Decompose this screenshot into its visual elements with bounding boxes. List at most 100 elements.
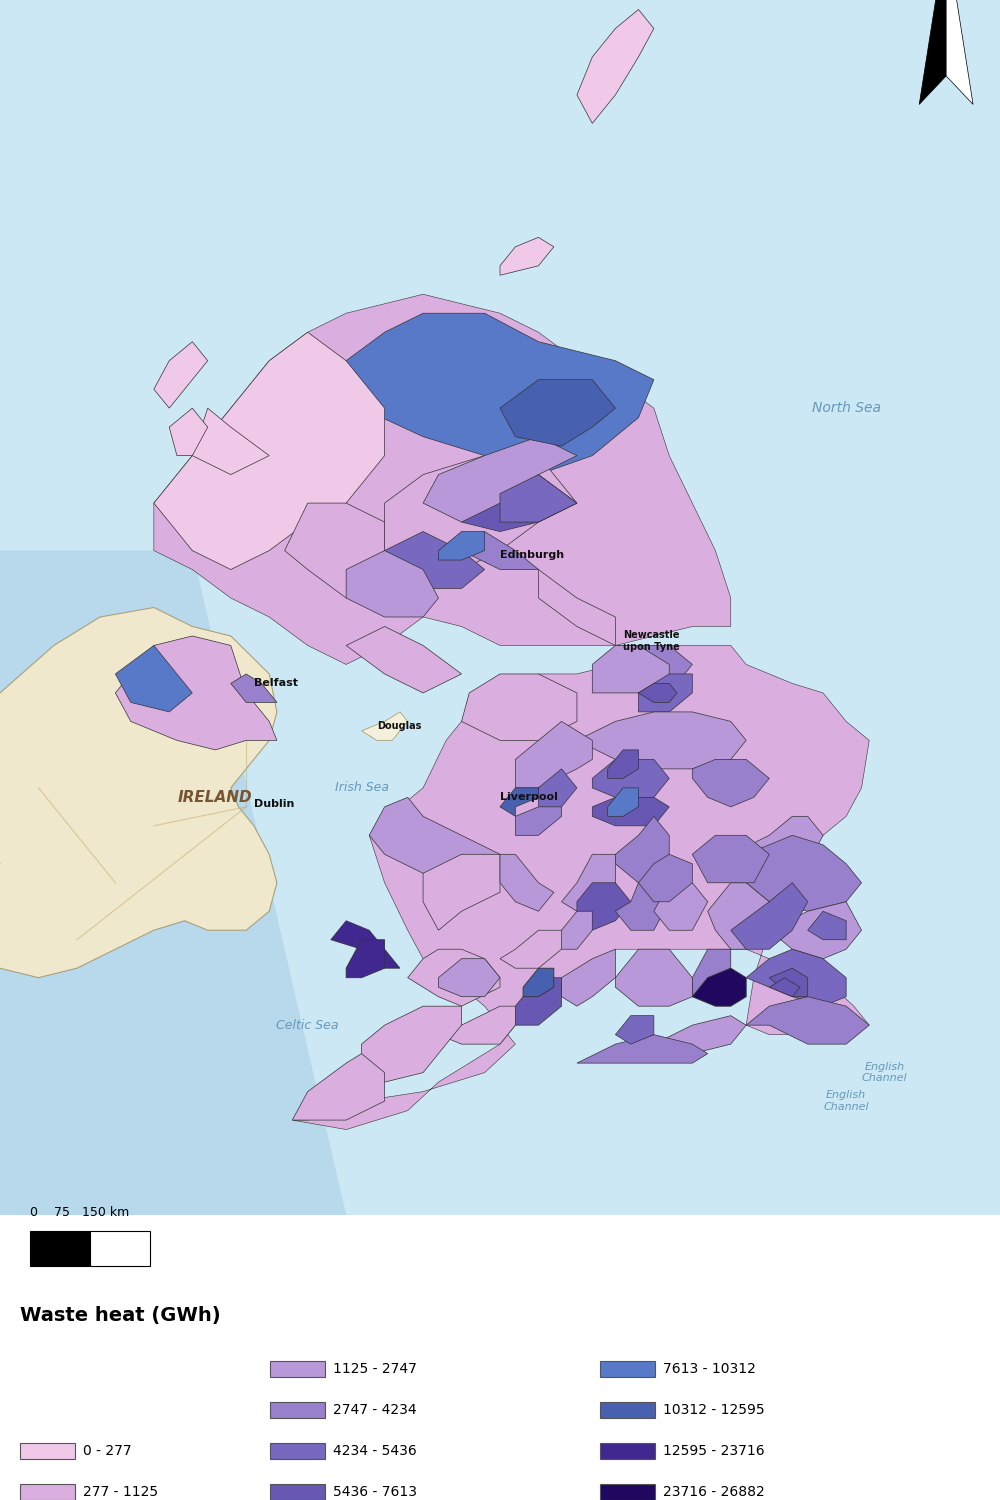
Polygon shape: [154, 332, 385, 570]
Text: North Sea: North Sea: [812, 400, 881, 416]
Polygon shape: [346, 314, 654, 474]
Bar: [600, 1402, 655, 1417]
Polygon shape: [462, 474, 577, 531]
Polygon shape: [708, 884, 769, 950]
Polygon shape: [731, 884, 808, 950]
Polygon shape: [608, 750, 638, 778]
Text: English
Channel: English Channel: [862, 1062, 907, 1083]
Text: Edinburgh: Edinburgh: [500, 550, 564, 561]
Polygon shape: [577, 1035, 708, 1064]
Polygon shape: [562, 950, 615, 1006]
Polygon shape: [292, 645, 869, 1130]
Polygon shape: [577, 884, 631, 930]
Polygon shape: [192, 408, 269, 474]
Polygon shape: [231, 674, 277, 702]
Polygon shape: [369, 798, 500, 883]
Bar: [600, 1443, 655, 1460]
Polygon shape: [362, 1007, 462, 1082]
Polygon shape: [500, 474, 577, 522]
Polygon shape: [615, 816, 669, 884]
Polygon shape: [808, 912, 846, 939]
Polygon shape: [638, 684, 677, 702]
Polygon shape: [154, 342, 208, 408]
Text: 10312 - 12595: 10312 - 12595: [663, 1402, 765, 1417]
Polygon shape: [515, 722, 592, 788]
Polygon shape: [638, 674, 692, 712]
Bar: [20, 1484, 75, 1500]
Polygon shape: [500, 237, 554, 276]
Bar: [20, 1443, 75, 1460]
Polygon shape: [746, 836, 862, 912]
Polygon shape: [592, 798, 669, 826]
Text: 0 - 277: 0 - 277: [83, 1444, 132, 1458]
Polygon shape: [638, 855, 692, 901]
Polygon shape: [615, 1016, 654, 1044]
Polygon shape: [285, 503, 385, 598]
Text: English
Channel: English Channel: [823, 1090, 869, 1112]
Bar: [600, 1484, 655, 1500]
Text: 12595 - 23716: 12595 - 23716: [663, 1444, 765, 1458]
Text: Liverpool: Liverpool: [500, 792, 558, 802]
Polygon shape: [115, 636, 277, 750]
Polygon shape: [577, 712, 746, 770]
Polygon shape: [692, 950, 731, 996]
Text: 5436 - 7613: 5436 - 7613: [333, 1485, 417, 1498]
Bar: [270, 1360, 325, 1377]
Polygon shape: [592, 759, 669, 798]
Polygon shape: [515, 978, 562, 1024]
Text: 277 - 1125: 277 - 1125: [83, 1485, 158, 1498]
Polygon shape: [769, 968, 808, 996]
Polygon shape: [462, 674, 577, 741]
Text: Celtic Sea: Celtic Sea: [276, 1019, 339, 1032]
Polygon shape: [154, 294, 731, 664]
Polygon shape: [500, 930, 562, 968]
Polygon shape: [169, 408, 208, 456]
Polygon shape: [523, 968, 554, 996]
Polygon shape: [554, 912, 592, 950]
Polygon shape: [692, 759, 769, 807]
Polygon shape: [115, 645, 192, 712]
Text: 2747 - 4234: 2747 - 4234: [333, 1402, 417, 1417]
Polygon shape: [438, 1007, 515, 1044]
Polygon shape: [292, 1053, 385, 1120]
Text: 4234 - 5436: 4234 - 5436: [333, 1444, 417, 1458]
Polygon shape: [769, 902, 862, 958]
Polygon shape: [331, 921, 400, 968]
Polygon shape: [592, 645, 669, 693]
Polygon shape: [346, 939, 385, 978]
Polygon shape: [919, 0, 946, 105]
Polygon shape: [515, 807, 562, 836]
Polygon shape: [608, 788, 638, 816]
Polygon shape: [500, 788, 538, 816]
Text: Waste heat (GWh): Waste heat (GWh): [20, 1305, 221, 1324]
Polygon shape: [946, 0, 973, 105]
Polygon shape: [385, 456, 577, 570]
Polygon shape: [538, 570, 615, 645]
Text: 0    75   150 km: 0 75 150 km: [30, 1206, 129, 1219]
Polygon shape: [462, 531, 538, 570]
Bar: [90, 1232, 150, 1266]
Polygon shape: [438, 958, 500, 996]
Text: 1125 - 2747: 1125 - 2747: [333, 1362, 417, 1376]
Polygon shape: [654, 1016, 746, 1053]
Polygon shape: [692, 968, 746, 1006]
Bar: [600, 1360, 655, 1377]
Polygon shape: [538, 770, 577, 816]
Polygon shape: [654, 884, 708, 930]
Polygon shape: [746, 950, 846, 1006]
Polygon shape: [438, 531, 485, 560]
Polygon shape: [0, 550, 346, 1215]
Polygon shape: [500, 855, 554, 912]
Polygon shape: [731, 816, 823, 884]
Polygon shape: [346, 627, 462, 693]
Text: Belfast: Belfast: [254, 678, 298, 688]
Bar: [270, 1402, 325, 1417]
Text: 7613 - 10312: 7613 - 10312: [663, 1362, 756, 1376]
Text: Douglas: Douglas: [377, 722, 421, 730]
Polygon shape: [500, 380, 615, 446]
Polygon shape: [692, 836, 769, 884]
Text: Dublin: Dublin: [254, 800, 294, 808]
Polygon shape: [615, 950, 692, 1006]
Polygon shape: [577, 9, 654, 123]
Polygon shape: [408, 950, 500, 1006]
